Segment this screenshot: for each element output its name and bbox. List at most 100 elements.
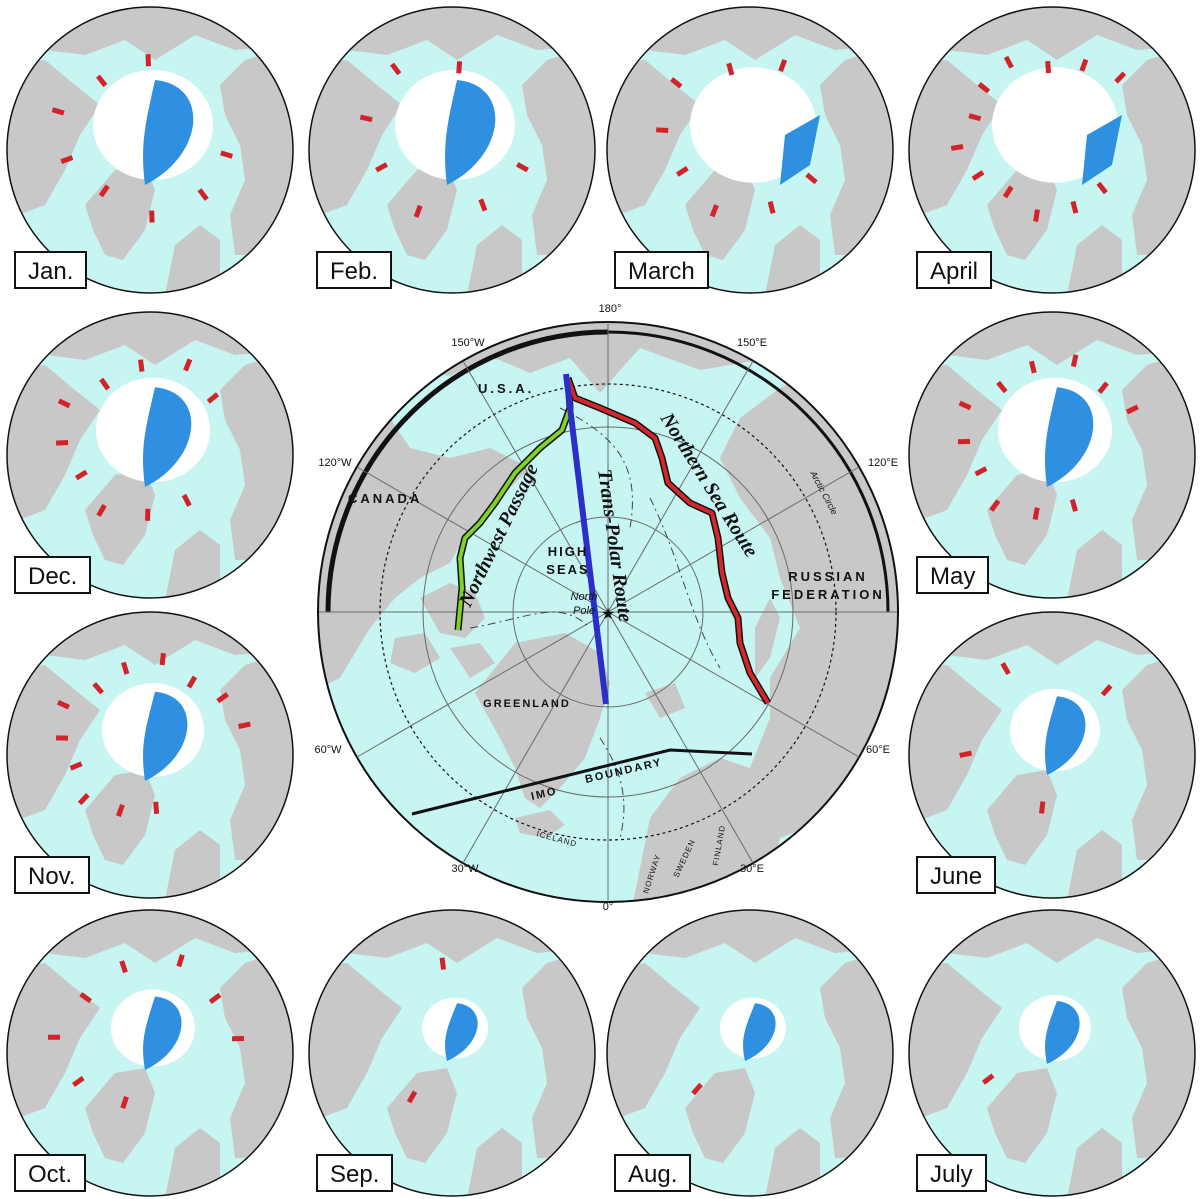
minimap-ice-change-red [159,652,166,666]
minimap-ice-change-red [216,692,229,704]
panel-july: July [907,908,1197,1198]
label-canada: CANADA [348,491,422,506]
arctic-shipping-routes-map: ★ 180° 150°W 150°E 120°W 120°E 60°W 60°E… [314,303,899,913]
panel-nov: Nov. [5,610,295,900]
minimap-ice-change-red [1069,498,1078,512]
minimap-ice-change-red [72,1075,85,1087]
minimap-ice-change-red [77,793,90,806]
minimap-ice-change-red [119,960,128,974]
minimap-ice-change-red [968,113,982,122]
minimap-land-canada [909,665,1002,825]
minimap-land-canada [7,365,100,525]
minimap-ice-change-red [406,1090,418,1104]
minimap-ice-change-red [186,675,198,689]
minimap-content [909,612,1195,898]
minimap-rim [6,909,294,1197]
minimap-ice-change-red [1070,354,1079,368]
label-seas: SEAS [546,562,589,577]
month-label-may: May [916,556,990,594]
label-russian: RUSSIAN [788,569,868,584]
minimap-july [908,909,1196,1197]
meridian-label-0: 0° [603,901,614,913]
minimap-ice-change-red [1003,55,1014,69]
minimap-ice-change-red [971,170,985,181]
month-label-feb: Feb. [316,251,393,289]
minimap-ice-change-red [96,74,108,88]
panel-feb: Feb. [307,5,597,295]
minimap-ice-change-red [55,440,69,446]
month-label-march: March [614,251,709,289]
minimap-ice-change-red [220,150,234,159]
meridian-label-150e: 150°E [737,337,767,349]
minimap-rim [908,311,1196,599]
minimap-april [908,6,1196,294]
meridian-label-60w: 60°W [314,744,342,756]
minimap-land-greenland [685,1068,755,1163]
minimap-land-canada [607,963,700,1123]
minimap-ice-change-red [1100,684,1113,697]
minimap-land-scandinavia [165,830,220,898]
minimap-ice-change-blue [143,387,192,487]
minimap-ice-change-red [99,377,111,391]
minimap-land-russia [1122,650,1195,860]
minimap-ice-change-red [989,499,1001,512]
minimap-land-greenland [987,470,1057,565]
minimap-ice-change-red [1002,185,1014,199]
minimap-ice-change-red [1125,404,1139,415]
minimap-land-scandinavia [1067,830,1122,898]
minimap-ice-change-red [950,144,964,151]
minimap-ice-change-blue [743,1003,776,1061]
minimap-ice-change-red [138,359,145,372]
minimap-ice-change-red [439,957,447,970]
panel-march: March [605,5,895,295]
meridian-label-180: 180° [599,303,622,315]
minimap-ice-change-blue [1045,1001,1080,1064]
minimap-content [909,910,1195,1196]
minimap-content [7,7,293,293]
minimap-land-greenland [685,165,755,260]
minimap-ice-change-red [767,201,776,214]
panel-oct: Oct. [5,908,295,1198]
minimap-ice-change-red [197,188,209,201]
minimap-rim [908,611,1196,899]
northwest-passage-route-fill [456,377,572,631]
minimap-ice-change-red [478,198,488,212]
minimap-oct [6,909,294,1197]
minimap-ice-change-red [55,735,69,741]
minimap-land-greenland [987,770,1057,865]
minimap-land-scandinavia [1067,225,1122,293]
minimap-land-greenland [387,1068,457,1163]
minimap-rim [908,909,1196,1197]
panel-jan: Jan. [5,5,295,295]
month-label-oct: Oct. [14,1154,87,1192]
panel-may: May [907,310,1197,600]
minimap-ice-change-red [149,210,155,223]
minimap-land-scandinavia [467,225,522,293]
eez-boundary-3 [649,497,721,669]
minimap-land-scandinavia [1067,1128,1122,1196]
eez-boundary-4 [599,737,625,839]
land-canadian-archipelago [390,583,495,678]
graticule [319,322,897,902]
meridian-label-120w: 120°W [318,457,352,469]
transpolar-route [563,373,609,705]
minimap-land-canada [909,365,1002,525]
minimap-land-russia [1122,350,1195,560]
minimap-ice-change-red [69,761,83,771]
label-greenland: GREENLAND [483,698,571,710]
minimap-ice-change-red [51,107,65,116]
minimap-ice-change-red [231,1036,245,1042]
meridian-label-60e: 60°E [866,744,890,756]
minimap-ice-change-blue [143,996,182,1070]
meridian-label-30e: 30°E [740,863,764,875]
north-pole-star-icon: ★ [601,606,615,623]
minimap-ice-change-red [1070,200,1079,214]
minimap-ice-change-red [974,466,988,477]
minimap-ice-change-red [48,1034,61,1040]
imo-boundary-line [411,748,753,816]
minimap-content [909,312,1195,598]
minimap-ice-change-red [390,62,402,76]
minimap-ice-change-red [375,162,389,173]
minimap-may [908,311,1196,599]
minimap-land-greenland [85,165,155,260]
